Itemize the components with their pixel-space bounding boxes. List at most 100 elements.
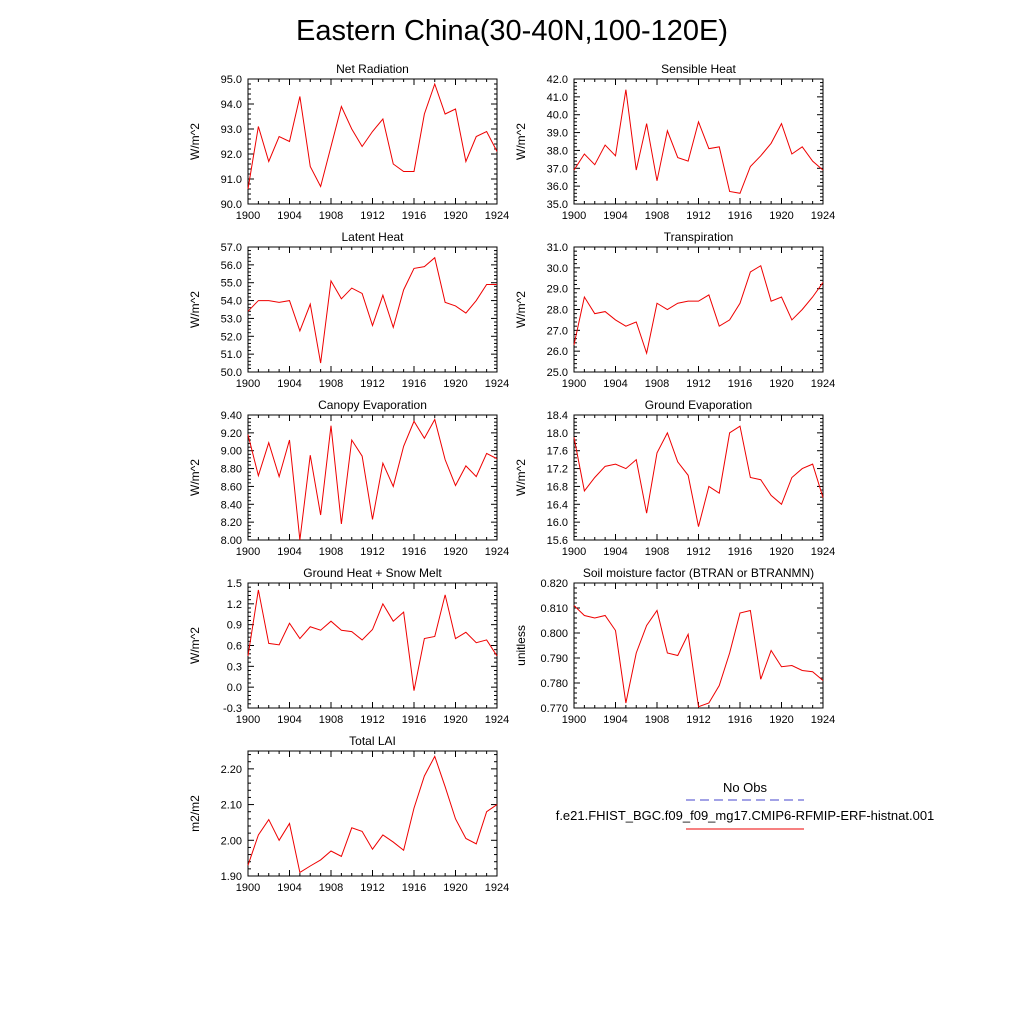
y-axis-label: m2/m2 — [188, 795, 202, 832]
y-tick-label: 0.780 — [540, 678, 568, 690]
y-tick-label: 31.0 — [547, 242, 568, 254]
x-tick-label: 1924 — [811, 210, 835, 222]
x-tick-label: 1920 — [443, 546, 467, 558]
x-tick-label: 1920 — [769, 210, 793, 222]
panel-title: Ground Evaporation — [645, 398, 752, 412]
y-axis-label: W/m^2 — [188, 291, 202, 328]
y-tick-label: 91.0 — [221, 174, 242, 186]
y-tick-label: 1.2 — [227, 599, 242, 611]
y-tick-label: 0.800 — [540, 628, 568, 640]
x-tick-label: 1924 — [811, 378, 835, 390]
x-tick-label: 1908 — [645, 546, 669, 558]
x-tick-label: 1916 — [728, 546, 752, 558]
y-tick-label: 39.0 — [547, 128, 568, 140]
panel-title: Latent Heat — [341, 230, 404, 244]
x-tick-label: 1900 — [562, 546, 586, 558]
y-tick-label: 17.6 — [547, 446, 568, 458]
x-tick-label: 1924 — [811, 546, 835, 558]
y-tick-label: 55.0 — [221, 278, 242, 290]
panel-latent-heat: Latent Heat W/m^2 1900 1904 1908 1912 1916 1920… — [188, 230, 509, 390]
x-tick-label: 1908 — [319, 210, 343, 222]
x-tick-label: 1908 — [319, 546, 343, 558]
x-tick-label: 1916 — [402, 882, 426, 894]
y-tick-label: 16.4 — [547, 499, 568, 511]
x-tick-label: 1924 — [485, 378, 509, 390]
x-tick-label: 1904 — [277, 882, 301, 894]
series-line-latent-heat — [247, 256, 497, 364]
x-tick-label: 1904 — [277, 714, 301, 726]
x-tick-label: 1904 — [603, 546, 627, 558]
plot-frame — [247, 246, 498, 373]
panel-title: Net Radiation — [336, 62, 409, 76]
y-axis-label: unitless — [514, 625, 528, 666]
x-tick-label: 1924 — [485, 210, 509, 222]
series-line-ground-heat-snow-melt — [247, 589, 498, 691]
x-tick-label: 1904 — [277, 546, 301, 558]
y-tick-label: 2.00 — [221, 835, 242, 847]
y-tick-label: 52.0 — [221, 331, 242, 343]
plot-frame — [247, 750, 498, 877]
y-tick-label: 26.0 — [547, 346, 568, 358]
y-tick-label: 0.790 — [540, 653, 568, 665]
y-tick-label: 9.20 — [221, 428, 242, 440]
x-tick-label: 1900 — [236, 546, 260, 558]
series-line-canopy-evaporation — [247, 418, 498, 541]
x-tick-label: 1900 — [236, 714, 260, 726]
y-tick-label: 53.0 — [221, 313, 242, 325]
y-axis-label: W/m^2 — [514, 459, 528, 496]
y-tick-label: 2.10 — [221, 800, 242, 812]
y-tick-label: 15.6 — [547, 535, 568, 547]
y-tick-label: 42.0 — [547, 74, 568, 86]
x-tick-label: 1900 — [236, 882, 260, 894]
x-tick-label: 1900 — [236, 378, 260, 390]
panel-ground-heat-snow-melt: Ground Heat + Snow Melt W/m^2 1900 1904 1908… — [188, 566, 509, 726]
y-tick-label: 0.820 — [540, 578, 568, 590]
x-tick-label: 1920 — [443, 882, 467, 894]
y-tick-label: 1.5 — [227, 578, 242, 590]
x-tick-label: 1920 — [443, 378, 467, 390]
x-tick-label: 1908 — [319, 378, 343, 390]
x-tick-label: 1900 — [236, 210, 260, 222]
x-tick-label: 1916 — [728, 378, 752, 390]
plot-frame — [247, 78, 498, 205]
series-line-net-radiation — [247, 82, 498, 190]
y-axis-label: W/m^2 — [188, 123, 202, 160]
y-tick-label: 8.20 — [221, 517, 242, 529]
x-tick-label: 1916 — [728, 714, 752, 726]
x-tick-label: 1912 — [686, 378, 710, 390]
y-tick-label: 0.9 — [227, 620, 242, 632]
panel-canopy-evaporation: Canopy Evaporation W/m^2 1900 1904 1908 1912 1… — [188, 398, 509, 558]
x-tick-label: 1900 — [562, 378, 586, 390]
y-tick-label: 0.810 — [540, 603, 568, 615]
y-tick-label: 8.00 — [221, 535, 242, 547]
x-tick-label: 1912 — [360, 210, 384, 222]
x-tick-label: 1916 — [402, 378, 426, 390]
x-tick-label: 1904 — [277, 210, 301, 222]
x-tick-label: 1924 — [485, 714, 509, 726]
panel-title: Ground Heat + Snow Melt — [303, 566, 442, 580]
x-tick-label: 1904 — [603, 714, 627, 726]
x-tick-label: 1916 — [728, 210, 752, 222]
y-tick-label: 54.0 — [221, 296, 242, 308]
panel-sensible-heat: Sensible Heat W/m^2 1900 1904 1908 1912 1916 19… — [514, 62, 835, 222]
series-line-ground-evaporation — [573, 425, 824, 527]
panel-title: Total LAI — [349, 734, 396, 748]
x-tick-label: 1912 — [360, 546, 384, 558]
y-tick-label: 18.4 — [547, 410, 568, 422]
x-tick-label: 1912 — [360, 882, 384, 894]
y-axis-label: W/m^2 — [514, 123, 528, 160]
y-tick-label: 18.0 — [547, 428, 568, 440]
x-tick-label: 1912 — [686, 714, 710, 726]
panel-total-lai: Total LAI m2/m2 1900 1904 1908 1912 1916 1920 19… — [188, 734, 509, 894]
plot-frame — [573, 246, 824, 373]
panel-net-radiation: Net Radiation W/m^2 1900 1904 1908 1912 1916 19… — [188, 62, 509, 222]
y-tick-label: 37.0 — [547, 163, 568, 175]
x-tick-label: 1912 — [686, 210, 710, 222]
y-tick-label: 93.0 — [221, 124, 242, 136]
series-line-soil-moisture-factor-btran-or-btranmn — [573, 605, 824, 708]
x-tick-label: 1920 — [769, 714, 793, 726]
y-tick-label: 92.0 — [221, 149, 242, 161]
y-tick-label: 90.0 — [221, 199, 242, 211]
panel-title: Soil moisture factor (BTRAN or BTRANMN) — [583, 566, 814, 580]
